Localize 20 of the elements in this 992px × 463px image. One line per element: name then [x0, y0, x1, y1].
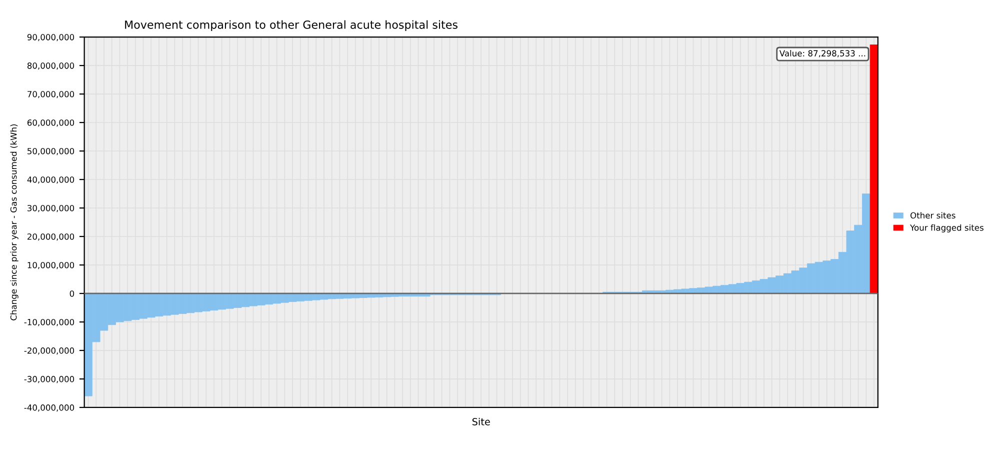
y-tick-label: 10,000,000	[28, 262, 74, 270]
y-tick-label: -30,000,000	[24, 376, 74, 384]
y-tick-label: 80,000,000	[27, 62, 74, 70]
y-tick-label: 50,000,000	[28, 148, 74, 156]
y-axis-title: Change since prior year - Gas consumed (kWh)	[10, 124, 18, 320]
y-tick-label: 60,000,000	[27, 120, 74, 127]
x-axis-title: Site	[472, 418, 490, 426]
annotation: Value: 87,298,533 ...	[779, 50, 866, 58]
chart-title: Movement comparison to other General acute hospital sites	[125, 20, 458, 32]
y-tick-label: 40,000,000	[27, 176, 74, 184]
y-tick-label: 0	[70, 290, 74, 297]
y-tick-label: 70,000,000	[28, 91, 74, 98]
y-tick-label: -20,000,000	[24, 347, 74, 355]
y-tick-label: -40,000,000	[24, 404, 74, 412]
y-tick-label: 90,000,000	[27, 34, 74, 42]
legend-label: Other sites	[910, 212, 956, 219]
legend-label: Your flagged sites	[910, 224, 984, 232]
y-tick-label: 30,000,000	[28, 204, 74, 212]
y-tick-label: -10,000,000	[24, 318, 74, 326]
y-tick-label: 20,000,000	[27, 233, 74, 241]
